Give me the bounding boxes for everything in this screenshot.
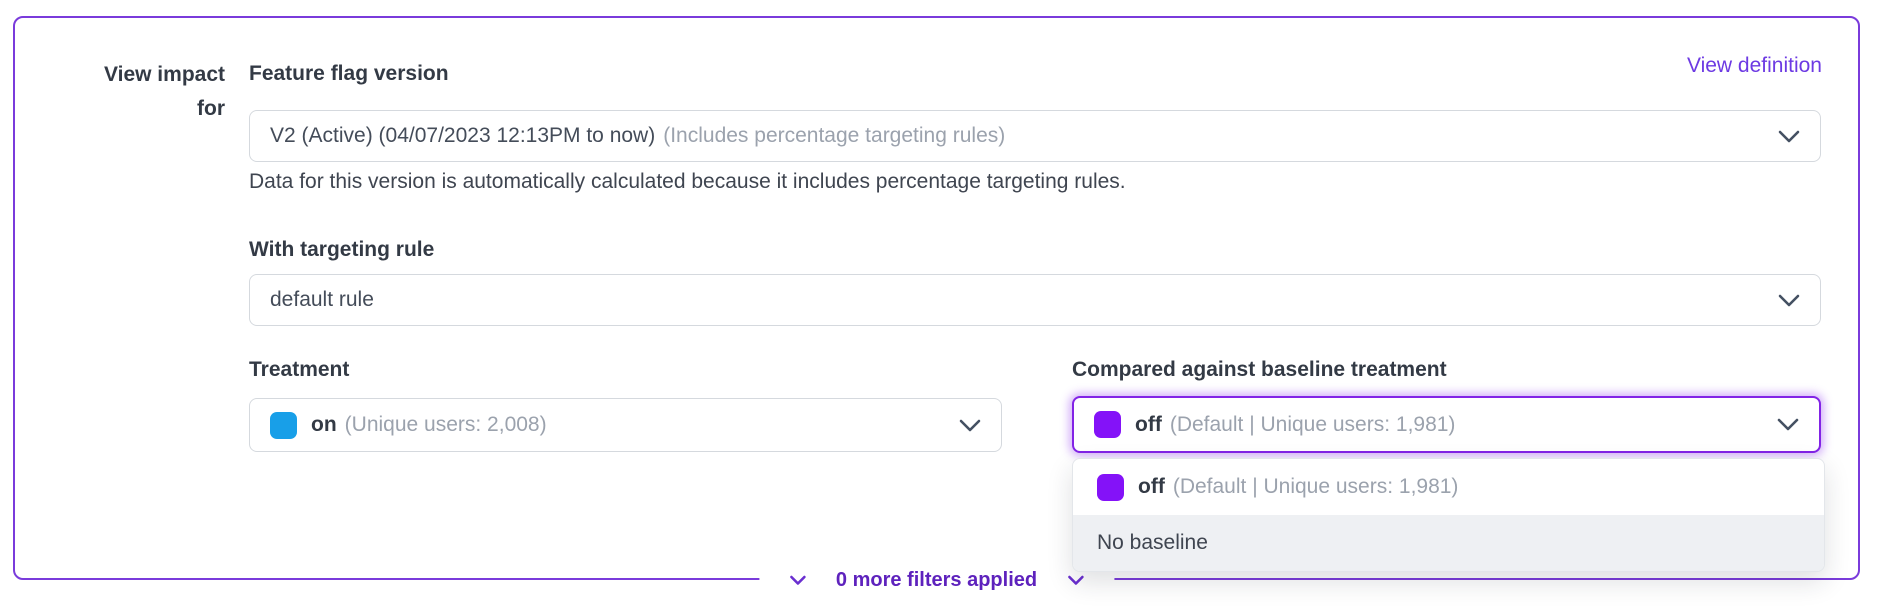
chevron-down-icon[interactable] [1067,575,1084,586]
baseline-value: off [1135,412,1162,436]
treatment-meta: (Unique users: 2,008) [344,413,547,436]
baseline-option-color-swatch [1097,473,1124,501]
view-impact-panel: View impact for View definition Feature … [13,16,1860,594]
baseline-select[interactable]: off (Default | Unique users: 1,981) [1072,396,1821,453]
treatment-label: Treatment [249,358,350,381]
filters-form: Feature flag version V2 (Active) (04/07/… [249,18,1825,578]
feature-flag-version-note: (Includes percentage targeting rules) [663,124,1006,147]
chevron-down-icon[interactable] [789,575,806,586]
feature-flag-version-value: V2 (Active) (04/07/2023 12:13PM to now) [270,124,656,147]
view-definition-link[interactable]: View definition [1686,54,1822,77]
treatment-color-swatch [270,411,297,439]
baseline-label: Compared against baseline treatment [1072,358,1447,381]
chevron-down-icon [1778,130,1800,143]
baseline-color-swatch [1094,411,1121,438]
baseline-option-name: off [1138,475,1165,498]
treatment-select[interactable]: on (Unique users: 2,008) [249,398,1002,452]
baseline-option-no-baseline[interactable]: No baseline [1073,515,1824,571]
baseline-dropdown-menu: off (Default | Unique users: 1,981) No b… [1072,458,1825,572]
version-help-text: Data for this version is automatically c… [249,170,1126,193]
chevron-down-icon [1777,418,1799,431]
chevron-down-icon [959,419,981,432]
targeting-rule-select[interactable]: default rule [249,274,1821,326]
view-impact-for-label: View impact for [104,63,225,120]
targeting-rule-value: default rule [270,288,374,311]
baseline-meta: (Default | Unique users: 1,981) [1169,412,1456,436]
feature-flag-version-select[interactable]: V2 (Active) (04/07/2023 12:13PM to now) … [249,110,1821,162]
feature-flag-version-label: Feature flag version [249,62,449,85]
targeting-rule-label: With targeting rule [249,238,435,261]
treatment-value: on [311,413,337,436]
baseline-option-off[interactable]: off (Default | Unique users: 1,981) [1073,459,1824,515]
baseline-option-meta: (Default | Unique users: 1,981) [1172,475,1459,498]
more-filters-toggle[interactable]: 0 more filters applied [758,567,1115,594]
more-filters-label: 0 more filters applied [835,569,1038,591]
chevron-down-icon [1778,294,1800,307]
baseline-option-name: No baseline [1097,531,1208,554]
